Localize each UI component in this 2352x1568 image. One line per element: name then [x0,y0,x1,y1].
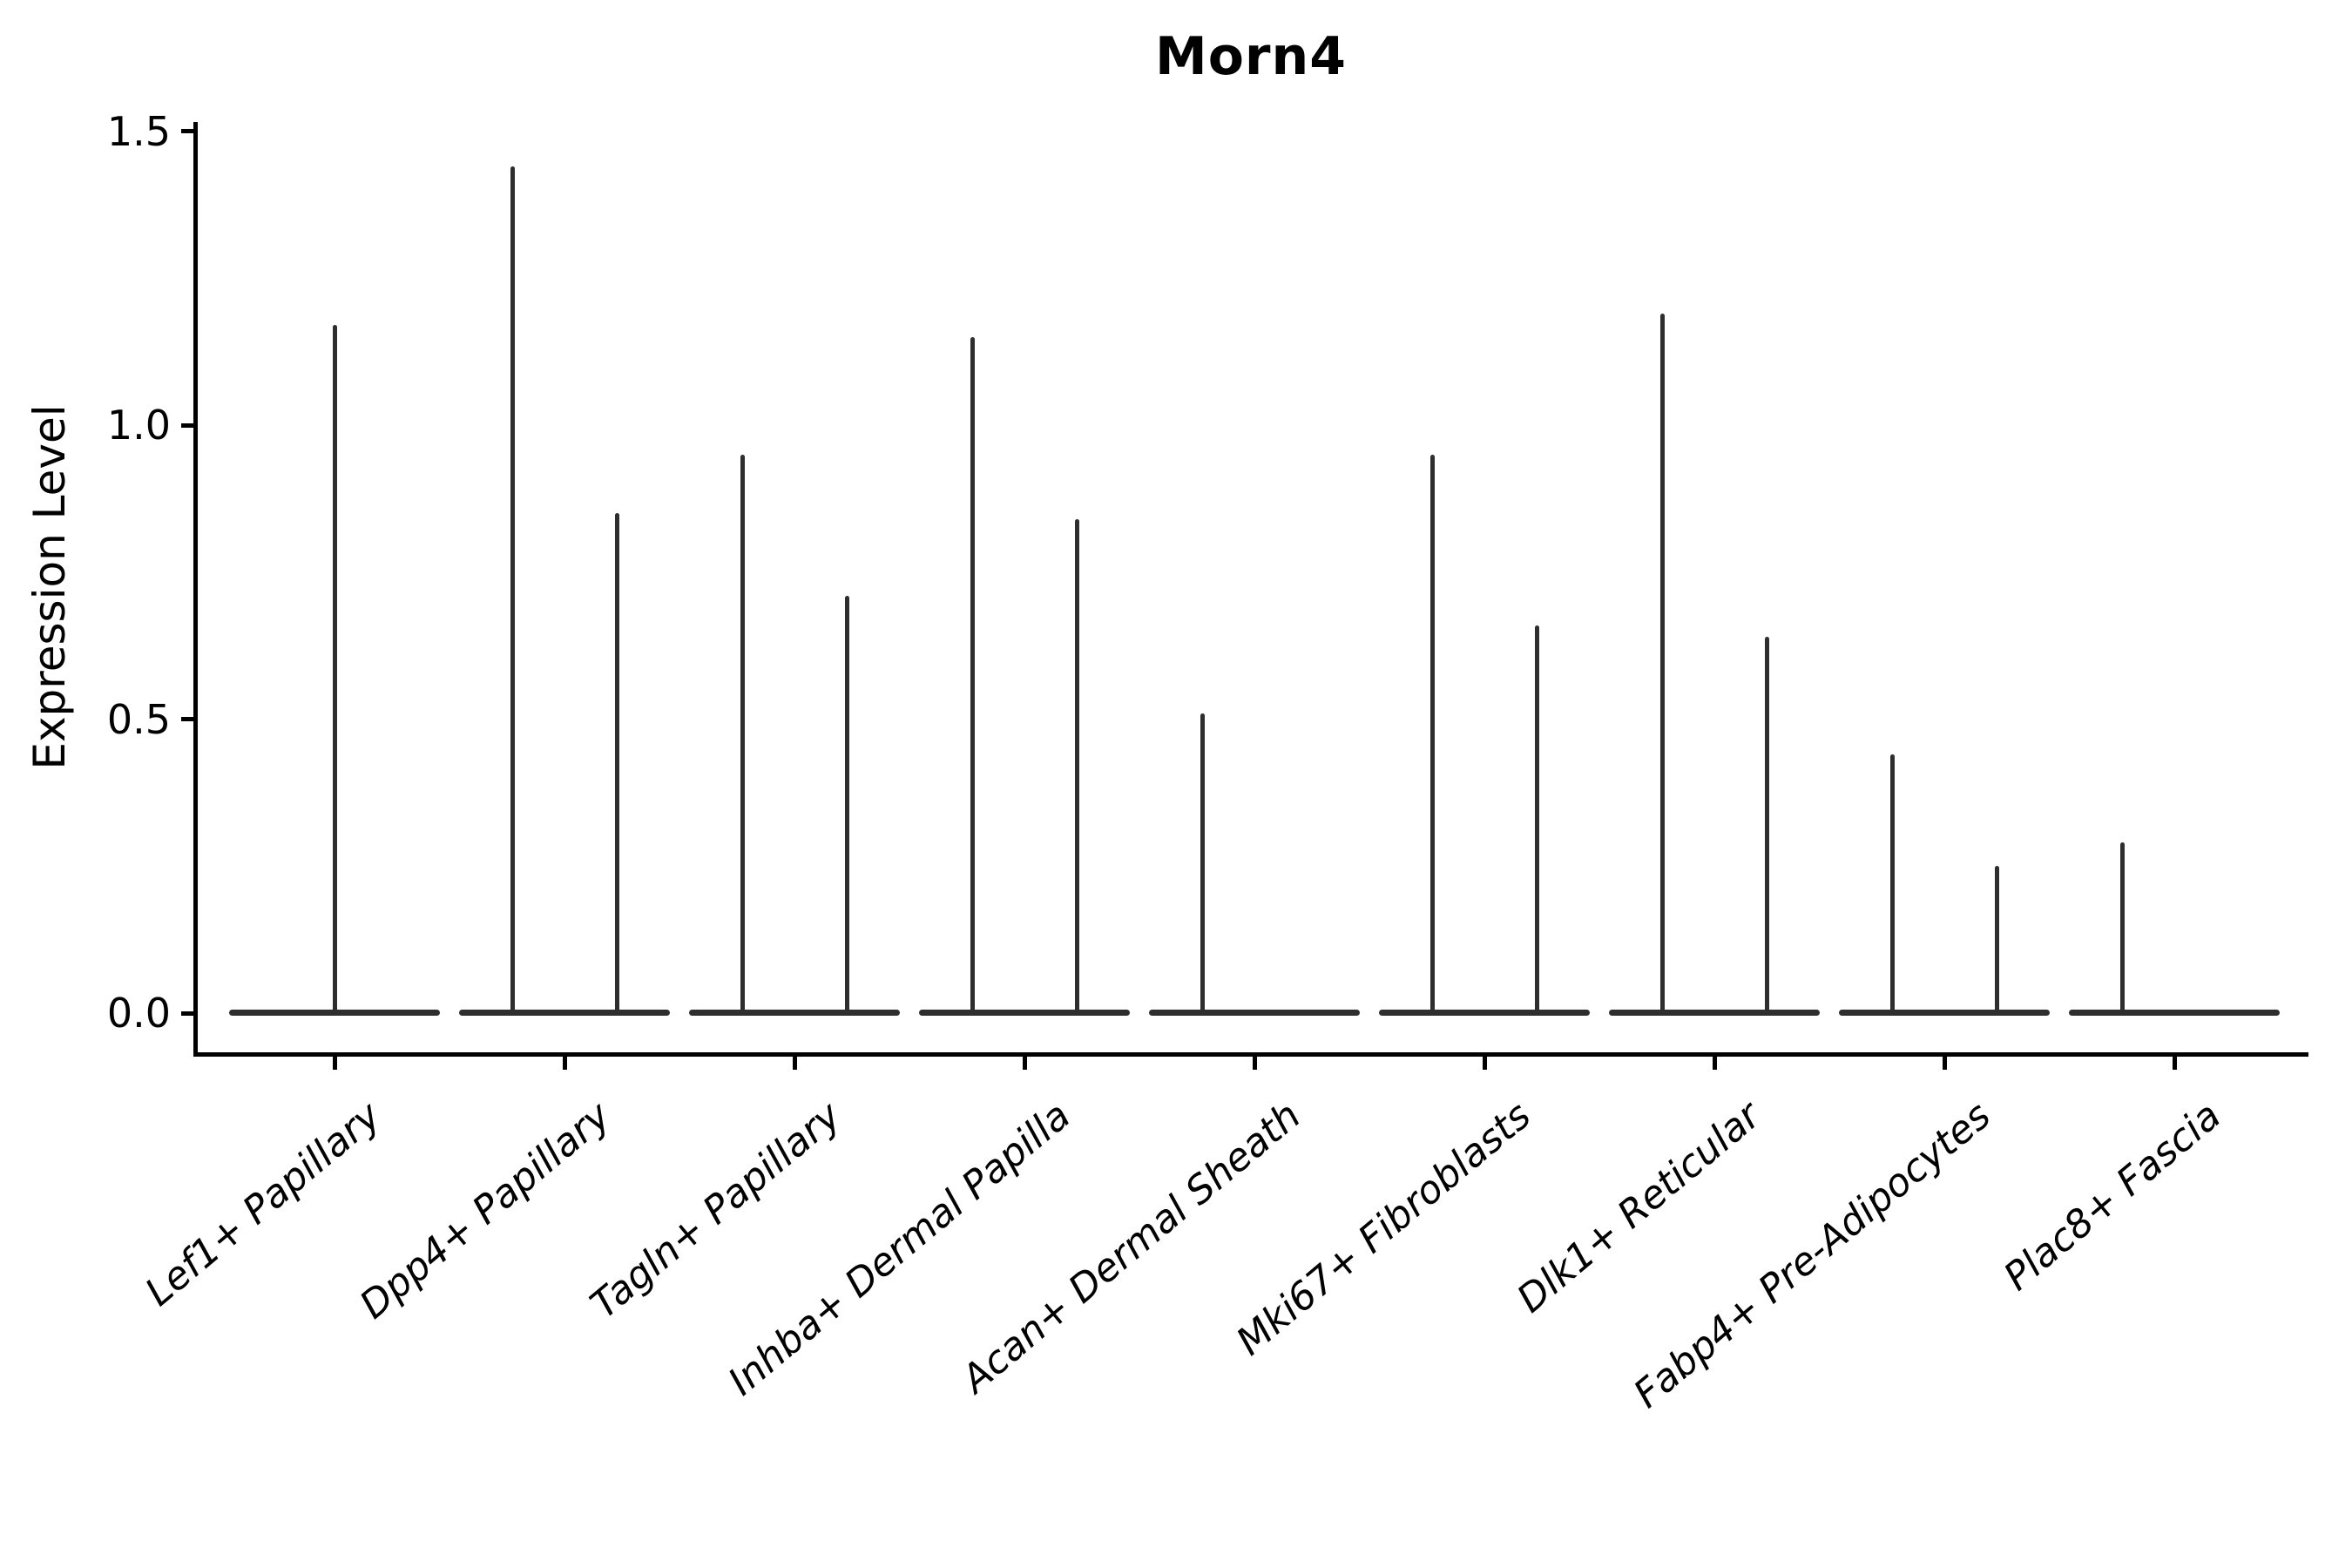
x-tick [2172,1057,2177,1070]
x-tick [562,1057,567,1070]
violin-base [1379,1009,1590,1016]
violin-base [689,1009,900,1016]
x-tick [1022,1057,1027,1070]
violin-spike [740,454,745,1013]
y-axis-spine [193,122,198,1057]
violin-spike [1200,713,1205,1013]
y-tick [181,422,193,428]
violin-spike [614,513,619,1013]
violin-spike [1534,625,1539,1013]
x-tick [1482,1057,1487,1070]
violin-base [919,1009,1130,1016]
violin-base [459,1009,670,1016]
x-tick [1942,1057,1947,1070]
violin-spike [1764,637,1769,1013]
x-tick [332,1057,337,1070]
y-tick [181,129,193,133]
y-tick [181,717,193,721]
x-tick-label-text: Dpp4+ Papillary [351,1093,619,1328]
violin-spike [1889,754,1895,1013]
violin-spike [844,595,849,1013]
x-tick-label-text: Lef1+ Papillary [137,1093,389,1315]
chart-title: Morn4 [1155,26,1347,87]
x-tick [792,1057,797,1070]
violin-spike [1074,519,1079,1013]
violin-spike [970,336,975,1013]
violin-base [2069,1009,2280,1016]
violin-base [1839,1009,2050,1016]
violin-base [1149,1009,1360,1016]
violin-spike [1659,313,1665,1013]
violin-spike [1994,866,1999,1013]
y-tick-label: 0.5 [106,695,171,743]
violin-spike [510,166,515,1013]
y-tick-label: 1.5 [106,107,171,155]
y-tick-label: 0.0 [106,990,171,1037]
x-tick-label-text: Plac8+ Fascia [1995,1093,2229,1300]
x-axis-spine [193,1052,2308,1057]
violin-spike [2119,842,2125,1013]
y-tick [181,1010,193,1016]
x-tick-label-text: Tagln+ Papillary [582,1093,849,1328]
x-tick [1252,1057,1257,1070]
violin-spike [332,325,337,1013]
x-tick-label-text: Dlk1+ Reticular [1509,1093,1769,1322]
violin-base [1609,1009,1820,1016]
violin-spike [1429,454,1435,1013]
y-tick-label: 1.0 [106,402,171,449]
x-tick [1712,1057,1717,1070]
